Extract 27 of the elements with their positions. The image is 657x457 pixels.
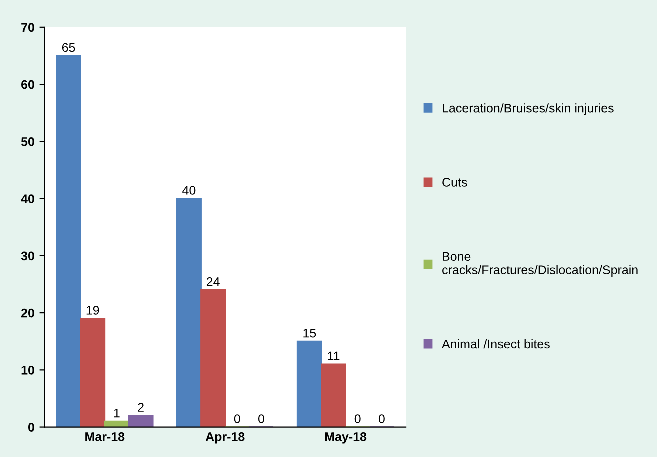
y-tick-label: 30	[21, 252, 34, 261]
x-tick-label: May-18	[325, 432, 367, 444]
legend-label: Animal /Insect bites	[442, 339, 550, 349]
legend-label: Cuts	[442, 178, 468, 187]
y-tick-label: 40	[21, 194, 34, 204]
y-tick-label: 20	[21, 308, 34, 318]
y-tick-label: 60	[22, 80, 34, 90]
y-tick-label: 0	[28, 423, 34, 432]
y-tick-label: 70	[22, 23, 34, 32]
data-label: 65	[62, 43, 76, 52]
data-label: 40	[182, 186, 196, 195]
data-label: 0	[354, 414, 361, 424]
data-label: 11	[328, 352, 340, 360]
data-label: 15	[304, 329, 316, 338]
data-label: 0	[378, 414, 385, 424]
legend-label: Laceration/Bruises/skin injuries	[443, 104, 614, 116]
x-tick-label: Mar-18	[86, 432, 125, 442]
data-label: 1	[114, 409, 120, 418]
legend-label: Bone cracks/Fractures/Dislocation/Sprain	[442, 252, 638, 277]
x-tick-label: Apr-18	[206, 432, 245, 444]
data-label: 0	[258, 414, 264, 424]
data-label: 0	[234, 414, 240, 424]
data-label: 2	[138, 403, 144, 412]
data-label: 19	[86, 306, 100, 315]
y-tick-label: 10	[22, 366, 34, 375]
data-label: 24	[206, 277, 220, 286]
y-tick-label: 50	[21, 137, 34, 146]
